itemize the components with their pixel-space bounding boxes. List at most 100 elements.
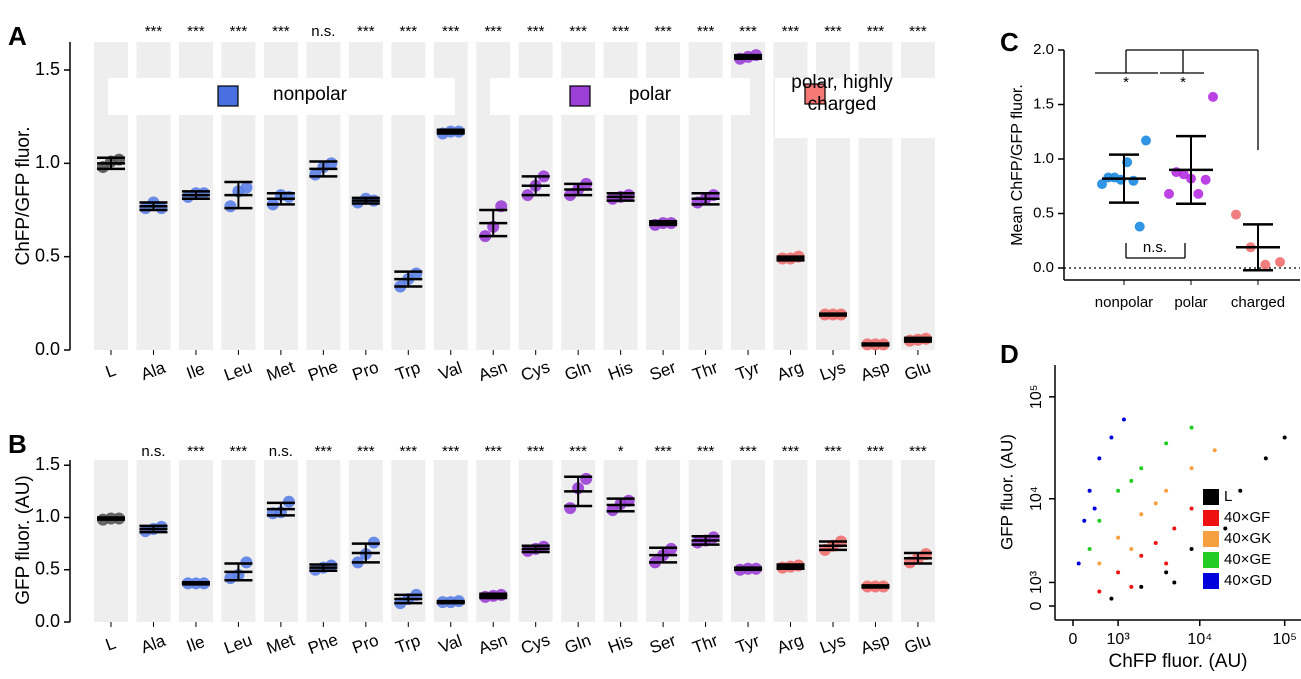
significance-label: *** <box>230 443 248 460</box>
significance-label: *** <box>824 23 842 40</box>
category-band <box>773 460 808 622</box>
data-point <box>1164 188 1174 199</box>
x-tick-label: L <box>103 633 118 654</box>
x-tick-label: Lys <box>817 358 848 385</box>
significance-label: *** <box>442 443 460 460</box>
category-band <box>603 460 638 622</box>
x-tick-label: Leu <box>221 357 254 385</box>
legend-box <box>108 78 455 115</box>
x-tick-label: 10³ <box>1107 631 1131 648</box>
category-band <box>731 460 766 622</box>
legend-swatch <box>569 85 591 107</box>
x-tick-label: Tyr <box>733 358 762 384</box>
significance-label: *** <box>272 23 290 40</box>
category-band <box>518 460 553 622</box>
significance-label: *** <box>697 443 715 460</box>
x-tick-label: Cys <box>518 630 552 658</box>
legend-item: polar <box>629 84 671 105</box>
legend-item: polar, highly charged <box>791 72 893 115</box>
legend-swatch <box>804 83 826 105</box>
y-tick-label: 1.0 <box>1033 150 1054 167</box>
significance-label: *** <box>654 23 672 40</box>
significance-label: *** <box>357 23 375 40</box>
x-tick-label: Met <box>264 630 297 658</box>
legend-swatch <box>1203 531 1219 547</box>
y-tick-label: 0.0 <box>35 339 60 359</box>
significance-label: *** <box>782 443 800 460</box>
y-tick-label: 0.5 <box>35 558 60 578</box>
data-point <box>1282 435 1287 440</box>
legend-swatch <box>217 85 239 107</box>
data-point <box>1097 179 1107 190</box>
data-point <box>1097 518 1102 523</box>
significance-label: *** <box>484 443 502 460</box>
category-band <box>433 460 468 622</box>
x-tick-label: Lys <box>817 631 848 658</box>
x-tick-label: Thr <box>690 631 721 658</box>
category-band <box>263 460 298 622</box>
x-tick-label: polar <box>1174 294 1207 311</box>
y-tick-label: 0 <box>1028 601 1045 610</box>
significance-label: *** <box>739 23 757 40</box>
legend-label: 40×GE <box>1224 551 1271 568</box>
data-point <box>1153 541 1158 546</box>
significance-label: *** <box>654 443 672 460</box>
significance-label: n.s. <box>311 23 335 40</box>
data-point <box>1189 425 1194 430</box>
data-point <box>1109 596 1114 601</box>
significance-label: *** <box>867 23 885 40</box>
significance-label: *** <box>187 443 205 460</box>
x-tick-label: Leu <box>221 630 254 658</box>
x-tick-label: Thr <box>690 358 721 385</box>
y-tick-label: 0.5 <box>35 245 60 265</box>
legend-label: L <box>1224 488 1232 505</box>
y-tick-label: 10⁴ <box>1028 486 1045 511</box>
category-band <box>306 460 341 622</box>
y-tick-label: 0.5 <box>1033 204 1054 221</box>
x-axis-label: ChFP fluor. (AU) <box>1108 651 1247 672</box>
significance-label: n.s. <box>269 443 293 460</box>
data-point <box>1260 259 1271 270</box>
data-point <box>1087 488 1092 493</box>
significance-label: *** <box>527 443 545 460</box>
significance-label: *** <box>697 23 715 40</box>
data-point <box>1116 488 1121 493</box>
significance-label: *** <box>782 23 800 40</box>
x-tick-label: Ile <box>184 632 207 656</box>
legend-label: 40×GD <box>1224 572 1272 589</box>
x-tick-label: Trp <box>393 358 423 384</box>
legend-box <box>490 78 750 115</box>
data-point <box>1116 570 1121 575</box>
x-tick-label: Trp <box>393 631 423 657</box>
x-tick-label: 10⁵ <box>1272 631 1296 648</box>
category-band <box>646 460 681 622</box>
legend-label: 40×GK <box>1224 530 1271 547</box>
significance-label: *** <box>145 23 163 40</box>
data-point <box>1263 456 1268 461</box>
data-point <box>224 200 237 213</box>
data-point <box>1189 546 1194 551</box>
category-band <box>136 460 171 622</box>
x-tick-label: Arg <box>774 631 805 658</box>
x-tick-label: Met <box>264 357 297 385</box>
data-point <box>1172 526 1177 531</box>
y-tick-label: 1.5 <box>35 59 60 79</box>
x-tick-label: Gln <box>562 631 593 658</box>
data-point <box>1092 506 1097 511</box>
data-point <box>1141 135 1151 146</box>
annotation: * <box>1180 74 1186 91</box>
y-tick-label: 0.0 <box>1033 259 1054 276</box>
significance-label: *** <box>739 443 757 460</box>
significance-label: *** <box>527 23 545 40</box>
data-point <box>1116 535 1121 540</box>
category-band <box>900 460 935 622</box>
data-point <box>1139 512 1144 517</box>
significance-label: *** <box>315 443 333 460</box>
x-tick-label: Ala <box>138 631 168 657</box>
data-point <box>1178 169 1189 180</box>
legend-label: polar, highly charged <box>791 72 893 115</box>
x-tick-label: Gln <box>562 358 593 385</box>
y-tick-label: 1.0 <box>35 506 60 526</box>
data-point <box>1164 441 1169 446</box>
x-tick-label: Glu <box>902 631 933 658</box>
